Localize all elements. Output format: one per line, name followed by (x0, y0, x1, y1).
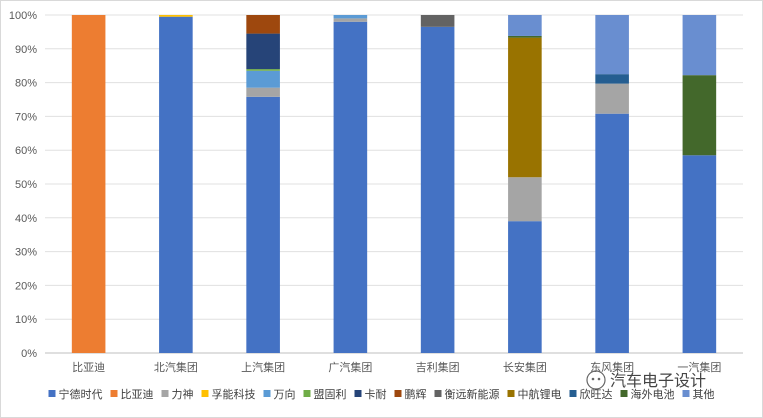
legend-label: 卡耐 (365, 388, 387, 401)
bar-segment (333, 15, 368, 19)
legend-swatch (507, 390, 515, 397)
y-tick-label: 30% (15, 247, 37, 259)
legend-swatch (303, 390, 311, 397)
bar-segment (159, 16, 193, 353)
x-tick-label: 上汽集团 (241, 360, 285, 374)
y-tick-label: 10% (15, 314, 37, 326)
legend-item: 海外电池 (620, 387, 675, 401)
legend-label: 中航锂电 (518, 387, 562, 401)
wechat-logo-eye-icon (597, 377, 601, 381)
wechat-logo-icon (586, 370, 606, 390)
bar-segment (508, 221, 542, 353)
bar-segment (682, 75, 717, 156)
bar-segment (508, 35, 542, 38)
legend-swatch (434, 390, 442, 397)
bar-segment (682, 155, 717, 353)
x-tick-label: 一汽集团 (677, 360, 721, 374)
wechat-logo-eye-icon (591, 377, 595, 381)
bar-segment (333, 21, 368, 353)
legend-item: 中航锂电 (507, 387, 562, 401)
x-axis-tick-labels: 比亚迪 北汽集团 上汽集团 广汽集团 吉利集团 长安集团 东风集团 一汽集团 (72, 360, 721, 374)
x-tick-label: 广汽集团 (328, 360, 372, 374)
bar-segment (246, 96, 280, 354)
x-tick-label: 北汽集团 (154, 360, 198, 374)
y-tick-label: 0% (21, 348, 37, 360)
bar-segment (595, 83, 629, 114)
legend-item: 宁德时代 (48, 387, 103, 401)
y-tick-label: 40% (15, 213, 37, 225)
legend-item: 卡耐 (354, 388, 387, 401)
legend-label: 宁德时代 (59, 387, 103, 401)
legend-label: 力神 (172, 387, 194, 401)
bar-segment (246, 87, 280, 97)
bar-segment (420, 26, 455, 354)
bar-segment (595, 113, 629, 353)
legend-swatch (161, 390, 169, 397)
legend-label: 海外电池 (631, 387, 675, 401)
legend: 宁德时代 比亚迪 力神 孚能科技 万向 盟固利 卡耐 鹏辉 衡远新能源 中航锂电 欣旺达 海外电池 其他 (48, 387, 715, 401)
bar-segment (508, 15, 542, 36)
bar-segment (595, 74, 629, 84)
bar-segment (595, 15, 629, 75)
legend-label: 衡远新能源 (445, 387, 500, 401)
legend-item: 鹏辉 (394, 388, 427, 401)
bar-segment (71, 15, 106, 353)
bar-segment (508, 37, 542, 178)
legend-item: 盟固利 (303, 388, 347, 401)
bar-stacks (71, 15, 717, 354)
legend-label: 孚能科技 (212, 387, 256, 401)
x-tick-label: 东风集团 (590, 360, 634, 374)
legend-swatch (394, 390, 402, 397)
legend-swatch (48, 390, 56, 397)
y-tick-label: 70% (15, 111, 37, 123)
y-tick-label: 60% (15, 145, 37, 157)
legend-item: 万向 (263, 387, 296, 401)
legend-swatch (354, 390, 362, 397)
legend-swatch (110, 390, 118, 397)
y-tick-label: 100% (9, 10, 37, 22)
bar-segment (246, 69, 280, 71)
legend-label: 其他 (693, 388, 715, 401)
bar-segment (420, 15, 455, 27)
y-tick-label: 50% (15, 179, 37, 191)
bar-segment (682, 15, 717, 76)
legend-label: 比亚迪 (121, 388, 154, 401)
y-axis-tick-labels: 0% 10% 20% 30% 40% 50% 60% 70% 80% 90% 100% (9, 10, 37, 360)
legend-item: 比亚迪 (110, 388, 154, 401)
y-tick-label: 90% (15, 44, 37, 56)
legend-swatch (620, 390, 628, 397)
legend-swatch (569, 390, 577, 397)
bar-segment (333, 18, 368, 22)
legend-item: 欣旺达 (569, 387, 613, 401)
x-tick-label: 比亚迪 (72, 361, 105, 374)
legend-label: 万向 (274, 387, 296, 401)
bar-segment (246, 15, 280, 34)
legend-swatch (201, 390, 209, 397)
legend-item: 孚能科技 (201, 387, 256, 401)
y-tick-label: 80% (15, 78, 37, 90)
x-tick-label: 吉利集团 (416, 360, 460, 374)
legend-item: 衡远新能源 (434, 387, 500, 401)
legend-item: 其他 (682, 388, 715, 401)
watermark-text: 汽车电子设计 (610, 372, 706, 390)
legend-item: 力神 (161, 387, 194, 401)
y-tick-label: 20% (15, 280, 37, 292)
x-tick-label: 长安集团 (503, 360, 547, 374)
bar-segment (246, 70, 280, 88)
legend-label: 鹏辉 (405, 388, 427, 401)
legend-label: 欣旺达 (580, 387, 613, 401)
watermark: 汽车电子设计 (586, 370, 706, 390)
bar-segment (246, 33, 280, 70)
legend-label: 盟固利 (314, 388, 347, 401)
legend-swatch (682, 390, 690, 397)
bar-segment (159, 15, 193, 17)
legend-swatch (263, 390, 271, 397)
bar-segment (508, 177, 542, 222)
